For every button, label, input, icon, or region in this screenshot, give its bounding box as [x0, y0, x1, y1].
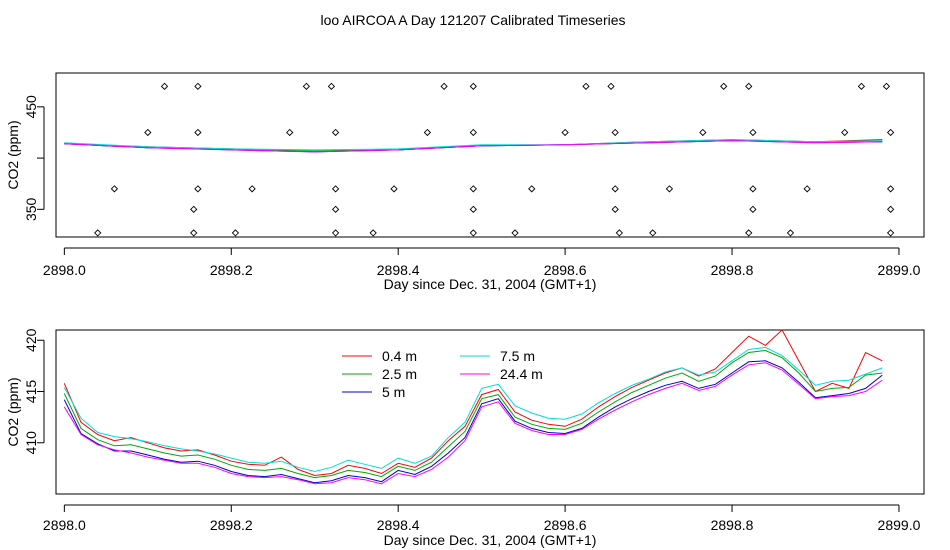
y-tick-label: 415 — [23, 380, 39, 404]
figure-title: loo AIRCOA A Day 121207 Calibrated Times… — [320, 12, 625, 28]
diamond-marker — [615, 229, 624, 237]
diamond-marker — [841, 128, 849, 137]
diamond-marker — [745, 229, 753, 237]
diamond-marker — [440, 82, 448, 90]
diamond-marker — [302, 82, 311, 90]
diamond-marker — [469, 185, 477, 193]
diamond-marker — [745, 82, 753, 90]
x-tick-label: 2899.0 — [878, 517, 921, 533]
legend-label: 0.4 m — [382, 348, 417, 364]
diamond-marker — [749, 128, 757, 137]
legend-label: 2.5 m — [382, 366, 417, 382]
bottom-panel: 2898.0 2898.2 2898.4 2898.6 2898.8 2899.0 Day … — [5, 328, 925, 548]
diamond-marker — [511, 229, 519, 237]
diamond-marker — [231, 229, 240, 237]
diamond-marker — [886, 185, 895, 193]
diamond-marker — [720, 82, 728, 90]
diamond-marker — [649, 229, 657, 237]
x-tick-label: 2898.2 — [210, 517, 253, 533]
legend-label: 7.5 m — [500, 348, 535, 364]
plot-frame — [55, 329, 925, 495]
x-tick-label: 2898.8 — [711, 517, 754, 533]
diamond-marker — [749, 185, 757, 193]
diamond-marker — [331, 128, 340, 137]
diamond-marker — [528, 185, 536, 193]
x-tick-label: 2898.6 — [544, 517, 587, 533]
diamond-marker — [786, 229, 795, 237]
y-axis-label: CO2 (ppm) — [5, 377, 21, 446]
diamond-marker — [194, 82, 202, 90]
series-line-2-5-m — [63, 349, 883, 479]
diamond-marker — [582, 82, 590, 90]
diamond-marker — [469, 128, 477, 137]
diamond-marker — [160, 82, 169, 90]
diamond-marker — [469, 229, 477, 237]
x-tick-label: 2898.0 — [43, 517, 86, 533]
diamond-marker — [331, 205, 340, 213]
diamond-marker — [190, 229, 198, 237]
diamond-marker — [331, 185, 340, 193]
x-tick-label: 2898.8 — [711, 262, 754, 278]
diamond-marker — [699, 128, 707, 137]
legend: 0.4 m 2.5 m 5 m 7.5 m 24.4 m — [342, 348, 543, 400]
series-line-5-m — [63, 360, 883, 484]
x-tick-label: 2899.0 — [878, 262, 921, 278]
diamond-marker — [882, 82, 891, 90]
diamond-marker — [194, 128, 202, 137]
y-axis-label: CO2 (ppm) — [5, 120, 21, 189]
diamond-marker — [390, 185, 398, 193]
y-tick-label: 450 — [23, 95, 39, 119]
diamond-marker — [561, 128, 569, 137]
diamond-marker — [611, 205, 619, 213]
diamond-marker — [611, 128, 619, 137]
legend-label: 24.4 m — [500, 366, 543, 382]
x-axis-label: Day since Dec. 31, 2004 (GMT+1) — [384, 276, 597, 292]
x-axis-label: Day since Dec. 31, 2004 (GMT+1) — [384, 532, 597, 548]
series-line-24-4-m — [63, 362, 883, 485]
x-tick-label: 2898.2 — [210, 262, 253, 278]
diamond-marker — [423, 128, 432, 137]
top-panel: 2898.0 2898.2 2898.4 2898.6 2898.8 2899.0 Day … — [5, 72, 925, 292]
y-tick-label: 350 — [23, 197, 39, 221]
y-tick-label: 420 — [23, 328, 39, 352]
x-tick-label: 2898.0 — [43, 262, 86, 278]
x-tick-label: 2898.4 — [377, 517, 420, 533]
diamond-marker — [749, 205, 757, 213]
diamond-marker — [331, 229, 340, 237]
diamond-marker — [369, 229, 377, 237]
diamond-marker — [665, 185, 674, 193]
diamond-marker — [469, 205, 477, 213]
diamond-marker — [327, 82, 336, 90]
x-tick-label: 2898.4 — [377, 262, 420, 278]
plot-frame — [55, 72, 925, 238]
diamond-marker — [286, 128, 294, 137]
diamond-marker — [248, 185, 256, 193]
diamond-marker — [190, 205, 198, 213]
diamond-marker — [857, 82, 866, 90]
diamond-marker — [469, 82, 477, 90]
series-line-3 — [64, 139, 883, 151]
diamond-marker — [110, 185, 119, 193]
diamond-marker — [611, 185, 619, 193]
series-line-4 — [64, 140, 883, 153]
diamond-marker — [886, 205, 895, 213]
diamond-marker — [886, 229, 895, 237]
x-tick-label: 2898.6 — [544, 262, 587, 278]
diamond-marker — [144, 128, 152, 137]
diamond-marker — [194, 185, 202, 193]
y-tick-label: 410 — [23, 431, 39, 455]
diamond-marker — [607, 82, 615, 90]
diamond-marker — [886, 128, 895, 137]
series-line-0-4-m — [63, 329, 883, 477]
series-line-7-5-m — [63, 346, 883, 473]
diamond-marker — [803, 185, 811, 193]
legend-label: 5 m — [382, 384, 405, 400]
diamond-marker — [94, 229, 102, 237]
